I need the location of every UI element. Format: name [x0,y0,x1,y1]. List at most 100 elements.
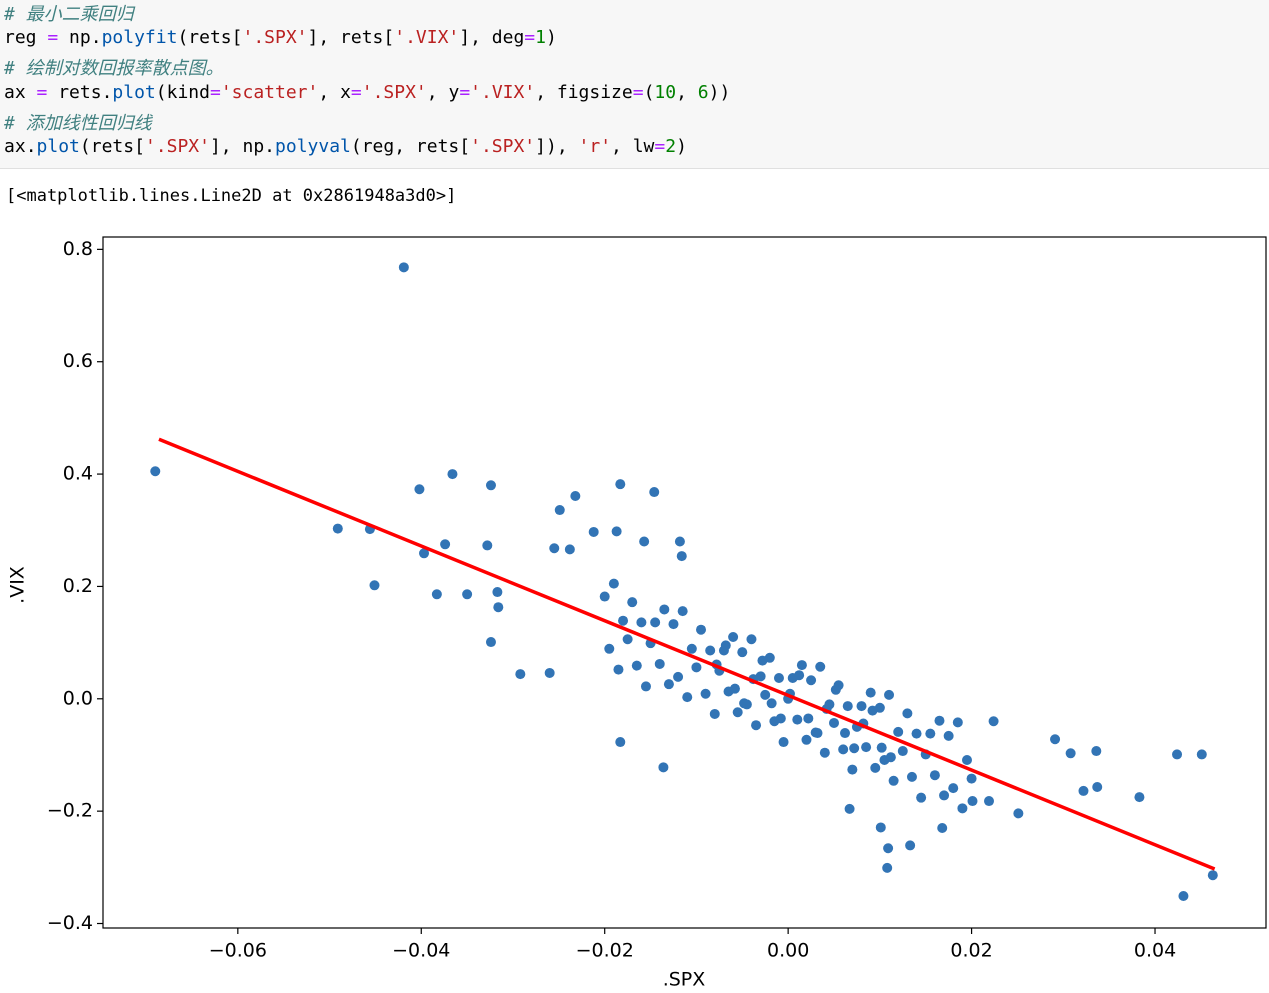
code-token: = [632,81,644,103]
code-token: '.VIX' [394,27,460,49]
scatter-point [691,662,702,673]
code-line: # 添加线性回归线 [4,109,152,135]
scatter-point [554,505,565,516]
scatter-point [967,796,978,807]
code-line: ax = rets.plot(kind='scatter', x='.SPX',… [4,82,730,103]
scatter-point [673,671,684,682]
code-token: ( [155,81,167,103]
code-token: '.SPX' [361,81,427,103]
y-tick-label: 0.6 [63,350,93,372]
scatter-point [150,466,161,477]
scatter-point [613,664,624,675]
scatter-point [916,792,927,803]
x-tick-label: −0.02 [576,940,634,962]
code-token: 10 [654,81,677,103]
scatter-point [773,673,784,684]
scatter-point [830,684,841,695]
scatter-point [482,540,493,551]
scatter-point [663,679,674,690]
scatter-point [778,737,789,748]
scatter-point [649,487,660,498]
scatter-point [757,655,768,666]
scatter-point [988,716,999,727]
scatter-point [957,803,968,814]
code-token: ]), [535,136,579,157]
code-token: ( [350,136,362,157]
scatter-point [676,551,687,562]
scatter-point [875,822,886,833]
code-token: ( [177,27,189,49]
scatter-point [937,823,948,834]
code-token: reg [361,136,395,157]
scatter-point [803,713,814,724]
scatter-point [1013,808,1024,819]
scatter-point [847,764,858,775]
scatter-point [838,744,849,755]
code-token: # 最小二乘回归 [4,4,134,25]
scatter-point [939,790,950,801]
code-token: , [535,81,557,103]
scatter-point [544,667,555,678]
scatter-point [844,803,855,814]
code-token: '.VIX' [470,81,536,103]
scatter-point [1207,870,1218,881]
code-token: kind [166,81,210,103]
scatter-point [934,715,945,726]
y-tick-label: 0.8 [63,238,93,260]
code-token: )) [708,81,731,103]
code-token: rets [415,136,460,157]
scatter-point [882,862,893,873]
scatter-point [888,775,899,786]
scatter-point [911,728,922,739]
scatter-point [414,484,425,495]
scatter-point [1092,781,1103,792]
code-token: rets [58,81,102,103]
scatter-point [1078,785,1089,796]
code-token: 6 [697,81,709,103]
code-token: ax [4,136,26,157]
scatter-point [636,617,647,628]
scatter-point [615,479,626,490]
scatter-point [1050,734,1061,745]
code-token [47,82,58,103]
scatter-point [720,640,731,651]
scatter-point [615,737,626,748]
scatter-point [952,717,963,728]
scatter-point [905,840,916,851]
code-token: rets [188,27,232,49]
code-token: reg [4,27,37,49]
scatter-point [462,589,473,600]
scatter-point [611,526,622,537]
scatter-point [883,843,894,854]
scatter-point [492,587,503,598]
scatter-point [865,687,876,698]
scatter-point [775,713,786,724]
code-token: [ [231,27,243,49]
scatter-point [686,643,697,654]
scatter-point [925,728,936,739]
scatter-point [608,578,619,589]
scatter-point [794,670,805,681]
regression-line [158,437,1216,871]
code-token: '.SPX' [242,27,308,49]
code-cell: # 最小二乘回归 reg = np.polyfit(rets['.SPX'], r… [0,0,1269,169]
code-token [26,82,37,103]
scatter-point [485,480,496,491]
scatter-point [1178,890,1189,901]
scatter-point [659,604,670,615]
code-token: = [350,81,362,103]
scatter-point [729,683,740,694]
y-tick-label: 0.0 [63,687,93,709]
code-token: np [242,136,265,157]
scatter-point [870,762,881,773]
scatter-point [493,602,504,613]
scatter-point [604,643,615,654]
code-token: = [459,81,471,103]
code-token: figsize [556,81,633,103]
scatter-point [792,714,803,725]
code-token: ], [209,136,243,157]
code-token: rets [90,136,135,157]
scatter-point [906,771,917,782]
code-token: polyval [275,136,351,157]
